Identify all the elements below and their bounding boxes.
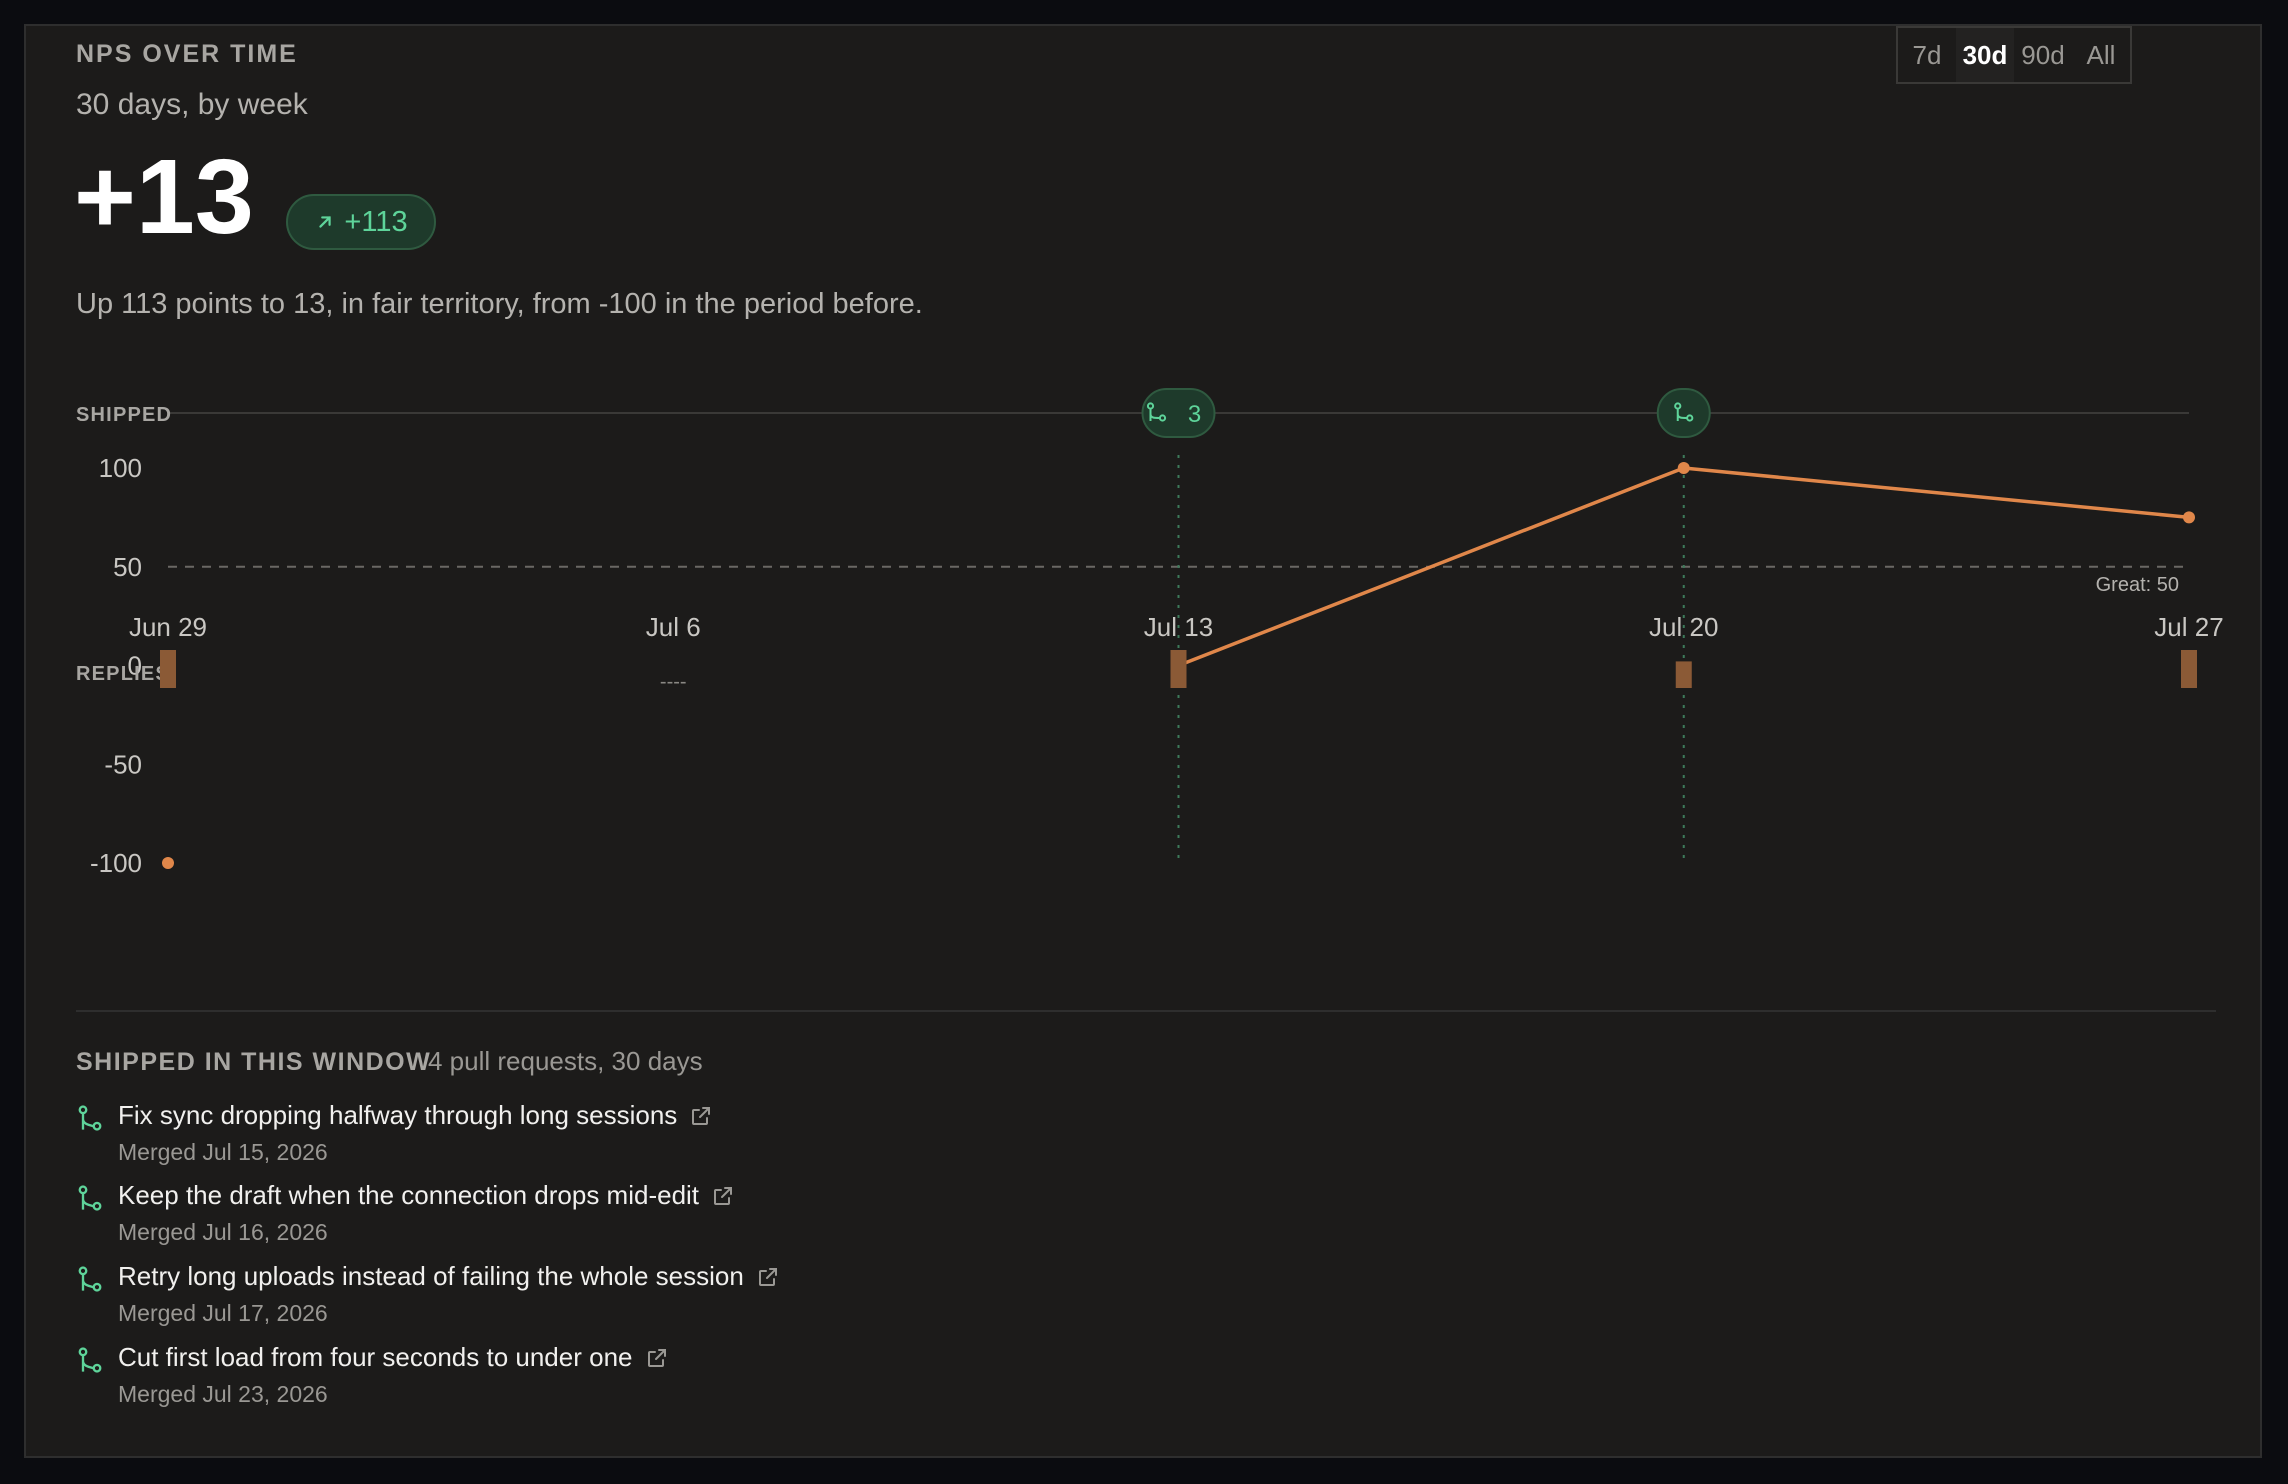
pull-request-item: Retry long uploads instead of failing th… bbox=[76, 1261, 780, 1327]
y-tick-label: 50 bbox=[113, 552, 142, 582]
delta-badge: +113 bbox=[286, 194, 436, 250]
series-line-segment bbox=[1682, 466, 2191, 520]
pull-request-title[interactable]: Cut first load from four seconds to unde… bbox=[118, 1342, 633, 1372]
x-tick-label: Jul 27 bbox=[2154, 612, 2223, 642]
range-tab-30d[interactable]: 30d bbox=[1956, 28, 2014, 82]
git-branch-icon bbox=[78, 1105, 102, 1131]
pull-request-title[interactable]: Keep the draft when the connection drops… bbox=[118, 1180, 700, 1210]
shipped-marker-count: 3 bbox=[1188, 401, 1201, 428]
nps-score: +13 bbox=[74, 138, 254, 256]
replies-bar bbox=[160, 650, 176, 688]
delta-value: +113 bbox=[344, 205, 408, 238]
x-tick-label: Jun 29 bbox=[129, 612, 207, 642]
x-tick-label: Jul 6 bbox=[646, 612, 701, 642]
shipped-marker bbox=[1141, 388, 1216, 438]
y-tick-label: 100 bbox=[99, 453, 142, 483]
git-branch-icon bbox=[78, 1347, 102, 1373]
card-kicker: NPS OVER TIME bbox=[76, 40, 298, 68]
range-tab-90d[interactable]: 90d bbox=[2021, 39, 2065, 70]
x-tick-label: Jul 13 bbox=[1144, 612, 1213, 642]
replies-empty: ---- bbox=[660, 671, 687, 693]
nps-card: NPS OVER TIME 30 days, by week 7d 30d 90… bbox=[24, 24, 2262, 1458]
card-subtitle: 30 days, by week bbox=[76, 88, 308, 121]
shipped-marker bbox=[1656, 388, 1711, 438]
range-tab-all[interactable]: All bbox=[2086, 39, 2116, 70]
replies-bar bbox=[2181, 650, 2197, 688]
shipped-meta: 4 pull requests, 30 days bbox=[428, 1046, 703, 1076]
series-point bbox=[162, 857, 174, 869]
nps-chart: SHIPPED 100 50 0 -50 -100 Great: 50 3 Jun 29 Jul … bbox=[76, 388, 2224, 878]
arrow-up-right-icon bbox=[319, 216, 332, 228]
pull-request-merged-date: Merged Jul 16, 2026 bbox=[118, 1219, 328, 1245]
pull-request-title[interactable]: Retry long uploads instead of failing th… bbox=[118, 1261, 744, 1291]
series-point bbox=[2183, 511, 2195, 524]
pull-request-title[interactable]: Fix sync dropping halfway through long s… bbox=[118, 1100, 678, 1130]
git-branch-icon bbox=[78, 1266, 102, 1292]
range-tab-7d[interactable]: 7d bbox=[1912, 39, 1942, 70]
git-branch-icon bbox=[78, 1185, 102, 1211]
shipped-row-label: SHIPPED bbox=[76, 404, 172, 426]
external-link-icon[interactable] bbox=[756, 1265, 780, 1289]
reference-line-label: Great: 50 bbox=[2096, 574, 2179, 596]
pull-request-item: Fix sync dropping halfway through long s… bbox=[76, 1100, 713, 1166]
series-point bbox=[1677, 462, 1690, 474]
section-divider bbox=[76, 1010, 2216, 1012]
range-selector: 7d 30d 90d All bbox=[1896, 26, 2132, 84]
pull-request-item: Keep the draft when the connection drops… bbox=[76, 1180, 735, 1246]
nps-summary: Up 113 points to 13, in fair territory, … bbox=[76, 288, 923, 320]
y-tick-label: 0 bbox=[128, 651, 142, 681]
replies-row-label: REPLIES bbox=[76, 663, 170, 685]
git-branch-icon bbox=[1146, 402, 1167, 422]
replies-bar bbox=[1170, 650, 1187, 688]
pull-request-item: Cut first load from four seconds to unde… bbox=[76, 1342, 669, 1408]
git-branch-icon bbox=[1674, 402, 1694, 422]
external-link-icon[interactable] bbox=[689, 1104, 713, 1128]
series-line-segment bbox=[1176, 466, 1686, 668]
replies-bar bbox=[1675, 661, 1692, 688]
external-link-icon[interactable] bbox=[711, 1184, 735, 1208]
external-link-icon[interactable] bbox=[645, 1346, 669, 1370]
y-tick-label: -50 bbox=[104, 749, 142, 779]
x-tick-label: Jul 20 bbox=[1649, 612, 1718, 642]
y-tick-label: -100 bbox=[90, 848, 142, 878]
pull-request-merged-date: Merged Jul 23, 2026 bbox=[118, 1381, 328, 1407]
pull-request-merged-date: Merged Jul 17, 2026 bbox=[118, 1300, 328, 1326]
shipped-heading: SHIPPED IN THIS WINDOW bbox=[76, 1048, 432, 1076]
pull-request-merged-date: Merged Jul 15, 2026 bbox=[118, 1139, 328, 1165]
